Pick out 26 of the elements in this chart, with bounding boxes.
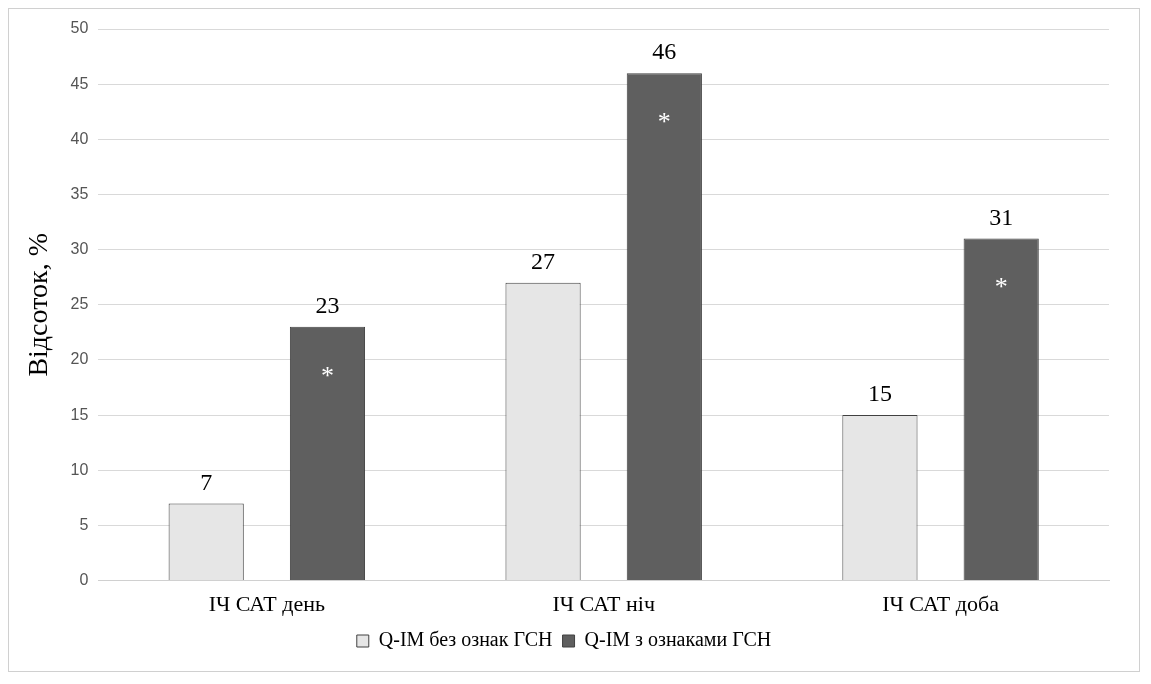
- y-tick-label: 45: [70, 74, 89, 92]
- y-tick-label: 35: [70, 184, 89, 202]
- legend-label: Q-IM з ознаками ГСН: [584, 628, 772, 651]
- y-tick-label: 15: [70, 405, 89, 423]
- data-label: 7: [200, 468, 213, 495]
- y-axis-title: Відсоток, %: [22, 233, 54, 377]
- x-tick-label: ІЧ САТ доба: [882, 590, 1000, 616]
- y-tick-label: 5: [79, 515, 89, 533]
- data-label: 31: [989, 203, 1014, 230]
- y-tick-label: 25: [70, 295, 89, 313]
- y-tick-label: 40: [70, 129, 89, 147]
- data-label: 23: [315, 292, 340, 319]
- x-tick-label: ІЧ САТ ніч: [552, 590, 655, 616]
- y-tick-label: 10: [70, 460, 89, 478]
- annotation: *: [657, 106, 671, 136]
- annotation: *: [994, 272, 1008, 302]
- data-label: 46: [652, 38, 677, 65]
- data-label: 15: [867, 380, 892, 407]
- y-tick-label: 0: [79, 571, 89, 589]
- y-tick-label: 50: [70, 19, 89, 37]
- legend-label: Q-IM без ознак ГСН: [378, 628, 553, 651]
- y-tick-label: 30: [70, 240, 89, 258]
- annotation: *: [320, 360, 334, 390]
- y-tick-label: 20: [70, 350, 89, 368]
- x-tick-label: ІЧ САТ день: [208, 590, 326, 616]
- data-label: 27: [531, 248, 556, 275]
